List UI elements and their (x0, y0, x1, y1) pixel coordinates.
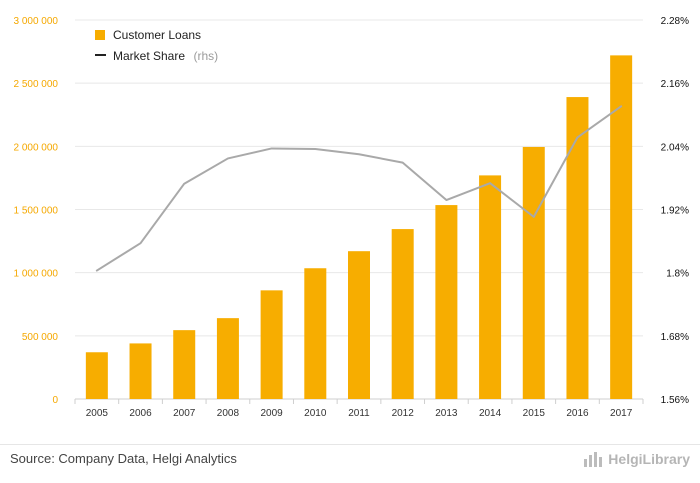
building-icon (584, 451, 603, 467)
x-axis-ticks: 2005 2006 2007 2008 2009 2010 2011 2012 2013 2014… (86, 408, 633, 419)
bar-customer-loans-2016 (566, 97, 589, 400)
footer-divider (0, 444, 700, 445)
right-tick-label: 1.68% (661, 332, 689, 343)
x-tick-label: 2012 (392, 408, 415, 419)
bars (85, 55, 633, 400)
bar-customer-loans-2007 (173, 330, 196, 399)
left-tick-label: 500 000 (22, 332, 59, 343)
brand-name: HelgiLibrary (608, 451, 690, 467)
right-tick-label: 2.28% (661, 16, 689, 27)
bar-customer-loans-2014 (479, 175, 502, 399)
bar-customer-loans-2015 (522, 146, 545, 399)
bar-customer-loans-2005 (85, 352, 108, 399)
legend-market-share-name: Market Share (113, 49, 185, 63)
source-text: Source: Company Data, Helgi Analytics (10, 451, 237, 466)
right-axis-ticks: 1.56% 1.68% 1.8% 1.92% 2.04% 2.16% 2.28% (661, 16, 689, 406)
bar-customer-loans-2008 (216, 318, 239, 399)
right-tick-label: 1.8% (666, 269, 689, 280)
left-tick-label: 1 500 000 (14, 206, 59, 217)
bar-customer-loans-2012 (391, 229, 414, 399)
bar-customer-loans-2011 (348, 251, 370, 399)
x-tick-label: 2006 (129, 408, 152, 419)
x-tick-label: 2015 (523, 408, 546, 419)
left-tick-label: 1 000 000 (14, 269, 59, 280)
left-tick-label: 2 500 000 (14, 79, 59, 90)
x-tick-label: 2009 (260, 408, 283, 419)
x-tick-label: 2007 (173, 408, 196, 419)
bar-customer-loans-2017 (610, 55, 633, 400)
market-share-line-layer (95, 105, 623, 272)
left-tick-label: 0 (52, 395, 58, 406)
bar-customer-loans-2006 (129, 343, 152, 399)
legend-label-market-share: Market Share (rhs) (113, 47, 218, 64)
right-tick-label: 1.92% (661, 206, 689, 217)
legend-market-share-suffix: (rhs) (193, 49, 218, 63)
brand-logo: HelgiLibrary (584, 451, 690, 467)
left-tick-label: 2 000 000 (14, 142, 59, 153)
x-tick-label: 2014 (479, 408, 502, 419)
left-tick-label: 3 000 000 (14, 16, 59, 27)
gridlines (74, 19, 644, 404)
right-tick-label: 1.56% (661, 395, 689, 406)
bar-customer-loans-2009 (260, 290, 283, 399)
bar-customer-loans-2013 (435, 205, 458, 399)
right-tick-label: 2.16% (661, 79, 689, 90)
x-tick-label: 2017 (610, 408, 633, 419)
x-tick-label: 2005 (86, 408, 109, 419)
x-tick-label: 2010 (304, 408, 327, 419)
legend-label-customer-loans: Customer Loans (113, 28, 201, 42)
legend: Customer Loans Market Share (rhs) (95, 28, 218, 64)
right-tick-label: 2.04% (661, 142, 689, 153)
bar-customer-loans-2010 (304, 268, 327, 399)
x-tick-label: 2016 (566, 408, 589, 419)
left-axis-ticks: 0 500 000 1 000 000 1 500 000 2 000 000 2 500… (14, 16, 59, 406)
x-tick-label: 2011 (348, 408, 370, 419)
legend-swatch-customer-loans (95, 30, 105, 40)
x-tick-label: 2013 (435, 408, 458, 419)
x-tick-label: 2008 (217, 408, 240, 419)
